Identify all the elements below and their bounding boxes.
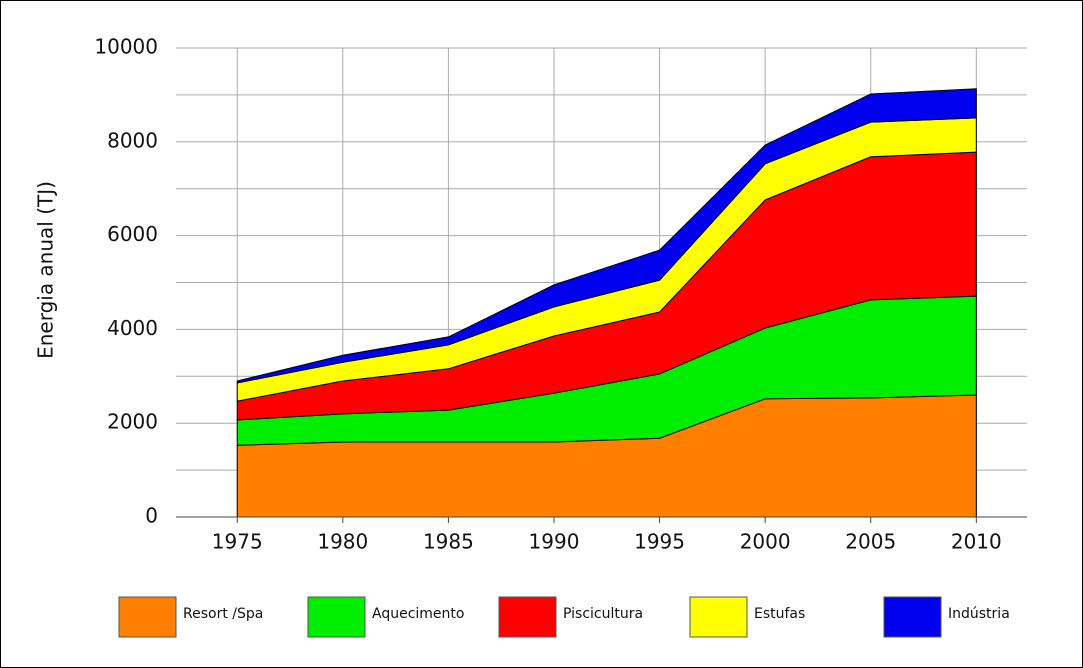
x-tick-label: 2005 [845, 530, 896, 554]
x-tick-label: 1980 [317, 530, 368, 554]
x-tick-label: 1985 [423, 530, 474, 554]
legend-label: Piscicultura [563, 606, 643, 622]
y-tick-label: 4000 [107, 316, 158, 340]
legend-label: Estufas [754, 606, 805, 622]
legend-swatch [118, 596, 177, 638]
y-tick-label: 2000 [107, 410, 158, 434]
legend-label: Aquecimento [372, 606, 464, 622]
legend-label: Indústria [948, 606, 1010, 622]
y-tick-label: 10000 [94, 35, 158, 59]
area [236, 88, 977, 384]
legend-label: Resort /Spa [183, 606, 263, 622]
legend-swatch [498, 596, 557, 638]
x-tick-label: 1975 [212, 530, 263, 554]
y-tick-label: 6000 [107, 222, 158, 246]
y-tick-label: 0 [145, 504, 158, 528]
x-tick-label: 2000 [740, 530, 791, 554]
legend-swatch [689, 596, 748, 638]
legend-swatch [883, 596, 942, 638]
x-tick-label: 2010 [951, 530, 1002, 554]
y-tick-label: 8000 [107, 128, 158, 152]
y-axis-label: Energia anual (TJ) [34, 181, 58, 359]
x-tick-label: 1995 [634, 530, 685, 554]
x-tick-label: 1990 [529, 530, 580, 554]
legend-swatch [307, 596, 366, 638]
